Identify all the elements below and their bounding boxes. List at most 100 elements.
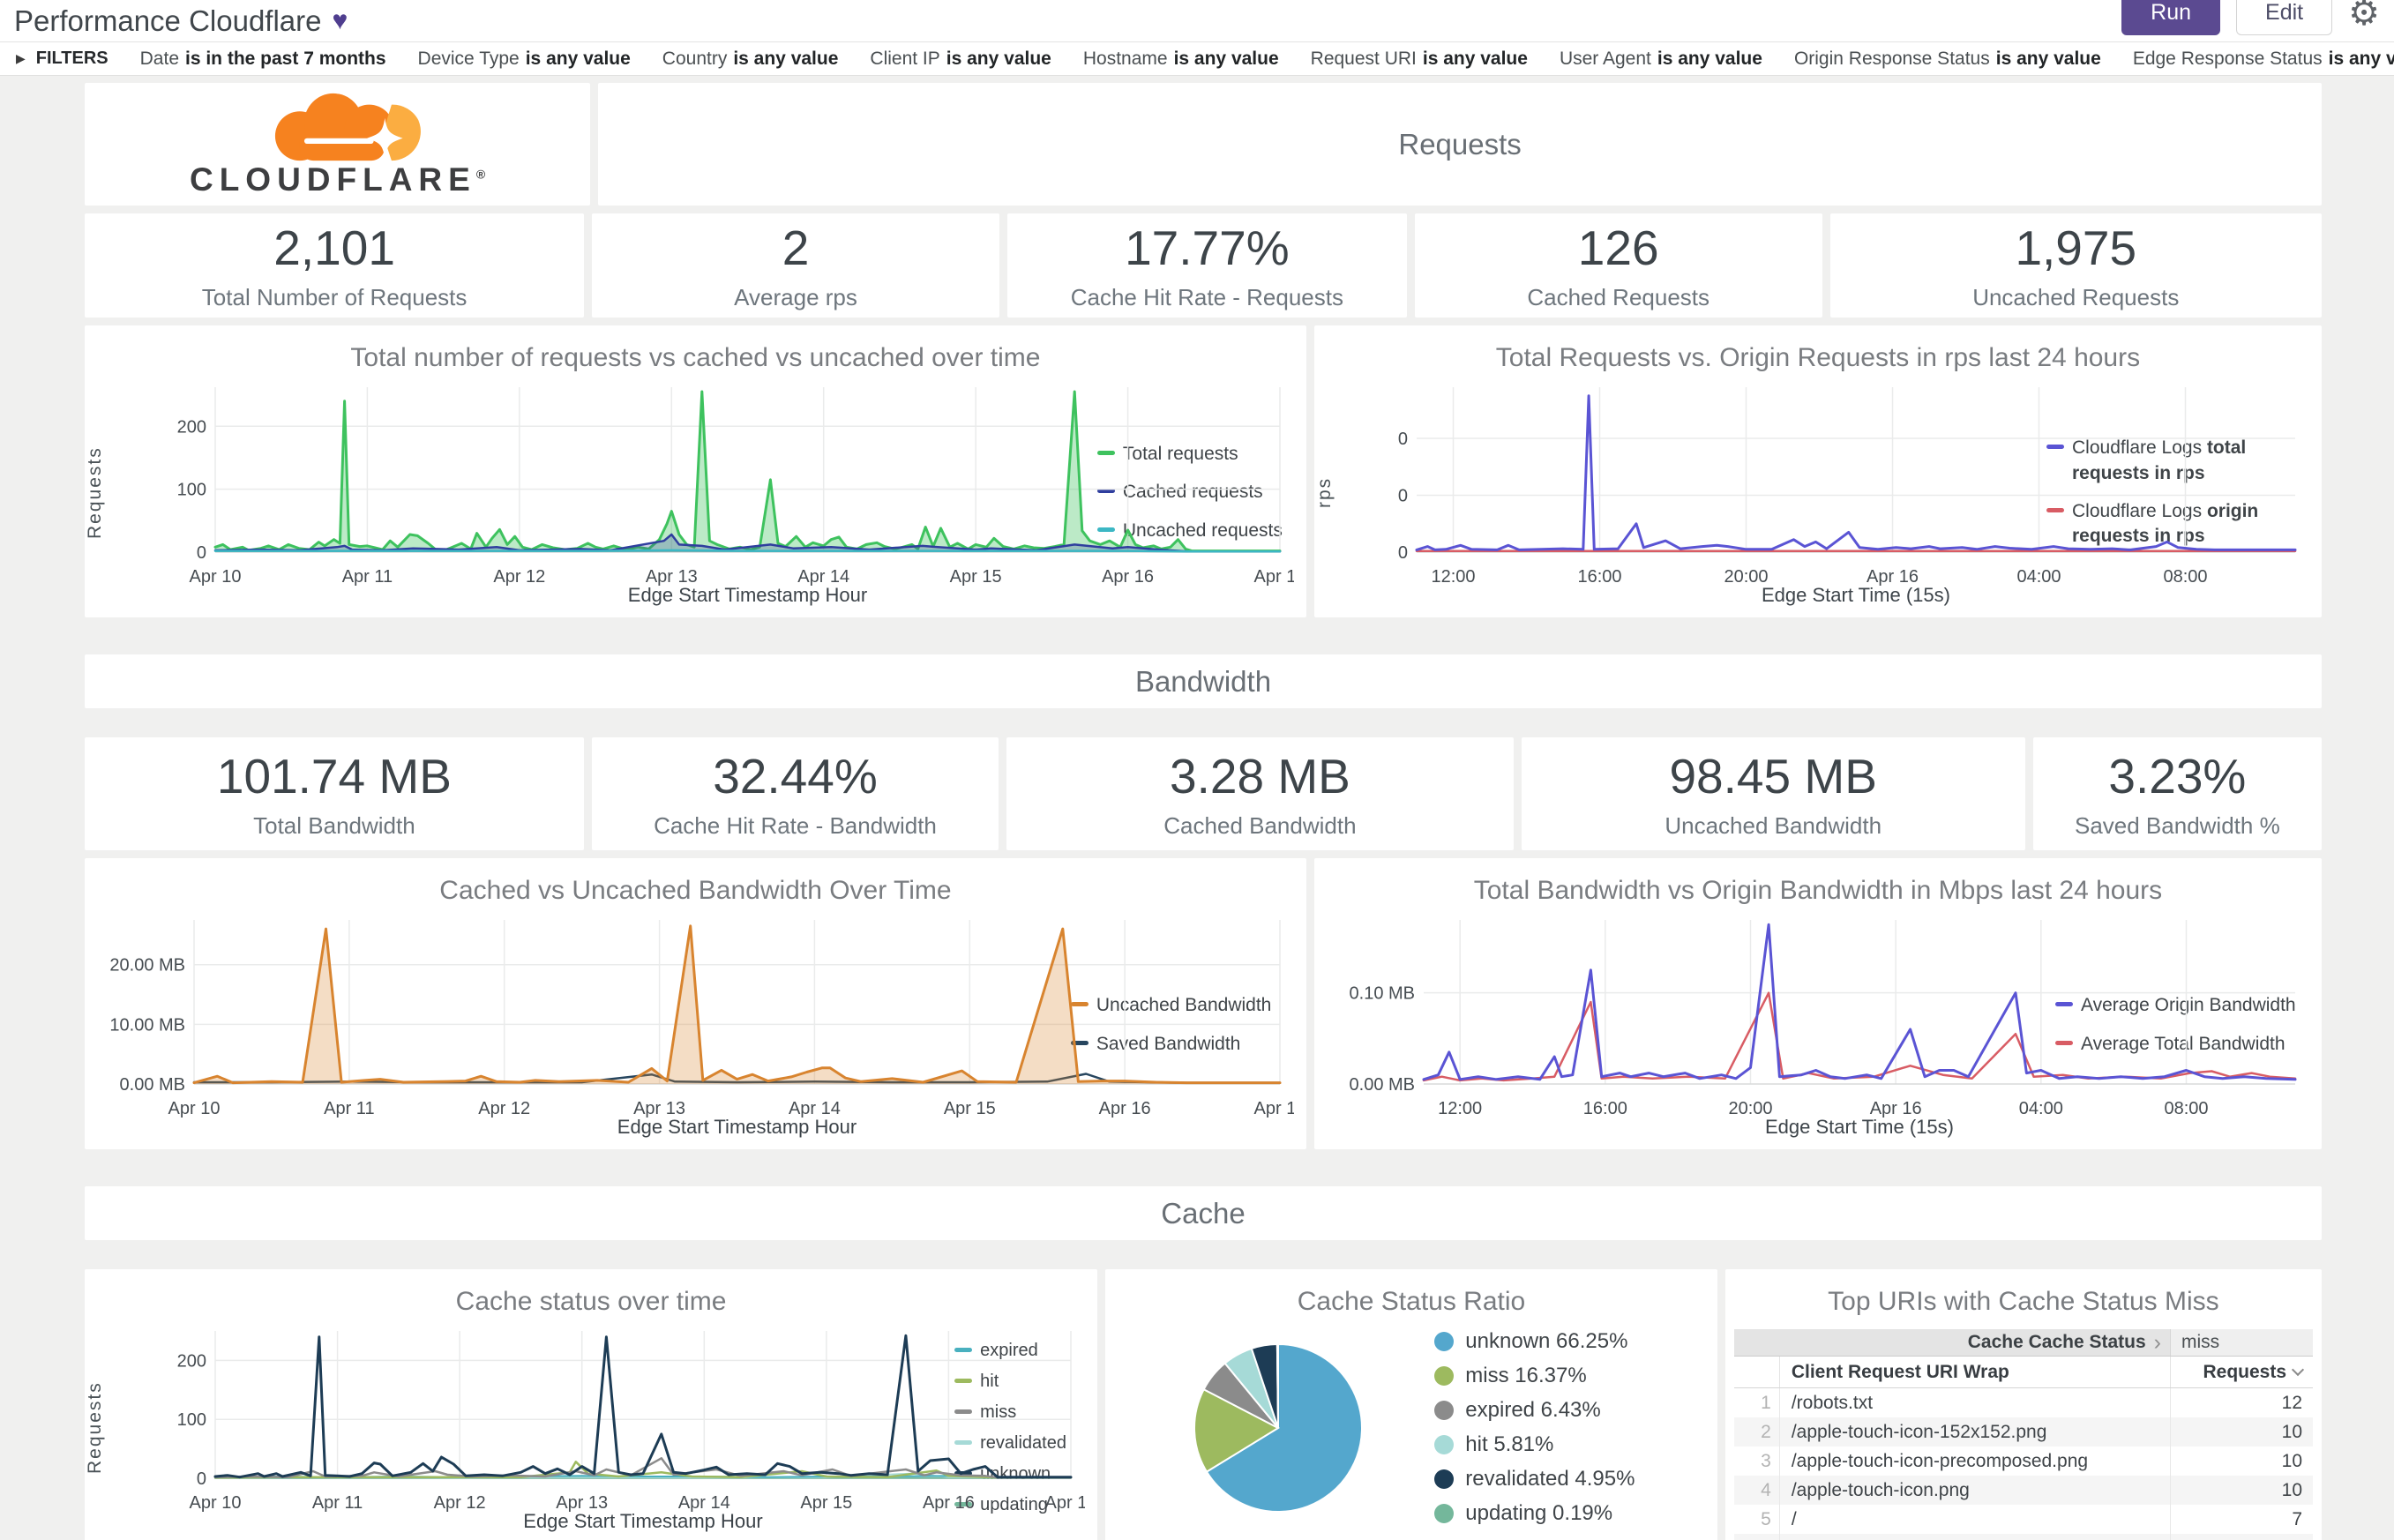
stat-cache-hit-rate-requests: 17.77% Cache Hit Rate - Requests — [1006, 213, 1407, 318]
stat-total-requests: 2,101 Total Number of Requests — [85, 213, 585, 318]
legend-item[interactable]: revalidated — [954, 1432, 1085, 1455]
chart-cache-status-ratio: Cache Status Ratio unknown 66.25% miss 16… — [1105, 1269, 1717, 1540]
legend-swatch — [1096, 450, 1115, 455]
stat-saved-bandwidth-pct: 3.23% Saved Bandwidth % — [2032, 737, 2322, 850]
requests-column-header[interactable]: Requests — [2170, 1357, 2313, 1387]
svg-text:Apr 10: Apr 10 — [168, 1099, 221, 1118]
pie-legend-item[interactable]: unknown 66.25% — [1434, 1329, 1702, 1354]
legend-item[interactable]: Cloudflare Logs total requests in rps — [2046, 436, 2309, 486]
pie-legend-item[interactable]: hit 5.81% — [1434, 1432, 1702, 1457]
legend-item[interactable]: Average Origin Bandwidth — [2055, 993, 2309, 1018]
legend-item[interactable]: hit — [954, 1370, 1085, 1394]
svg-text:Apr 13: Apr 13 — [556, 1493, 608, 1513]
filter-bar: ▶ FILTERS Date is in the past 7 months De… — [0, 42, 2394, 76]
chart-legend: Total requests Cached requests Uncached re… — [1096, 375, 1296, 610]
stat-cached-requests: 126 Cached Requests — [1414, 213, 1822, 318]
svg-text:Apr 12: Apr 12 — [434, 1493, 486, 1513]
filter-request-uri[interactable]: Request URI is any value — [1310, 48, 1528, 69]
filters-toggle[interactable]: ▶ FILTERS — [16, 49, 108, 69]
svg-text:Apr 12: Apr 12 — [478, 1099, 530, 1118]
legend-dot — [1434, 1332, 1455, 1351]
gear-icon[interactable]: ⚙ — [2348, 0, 2380, 33]
legend-item[interactable]: Average Total Bandwidth — [2055, 1032, 2309, 1057]
stat-value: 2,101 — [273, 221, 395, 275]
legend-item[interactable]: Uncached requests — [1096, 519, 1294, 543]
filter-country[interactable]: Country is any value — [662, 48, 839, 69]
svg-text:04:00: 04:00 — [2019, 1099, 2063, 1118]
svg-text:0: 0 — [197, 1469, 206, 1489]
stat-label: Cached Bandwidth — [1163, 812, 1357, 839]
legend-item[interactable]: Total requests — [1096, 442, 1294, 467]
pie-legend-item[interactable]: miss 16.37% — [1434, 1364, 1702, 1388]
stat-label: Uncached Requests — [1972, 284, 2180, 310]
stat-value: 1,975 — [2015, 221, 2137, 275]
table-row[interactable]: 3/apple-touch-icon-precomposed.png 10 — [1734, 1447, 2313, 1476]
stat-value: 2 — [782, 221, 810, 275]
legend-swatch — [954, 1439, 973, 1445]
filter-hostname[interactable]: Hostname is any value — [1082, 48, 1279, 69]
legend-item[interactable]: Uncached Bandwidth — [1070, 993, 1294, 1018]
pie-legend-item[interactable]: expired 6.43% — [1434, 1398, 1702, 1423]
stat-value: 17.77% — [1125, 221, 1290, 275]
legend-item[interactable]: Saved Bandwidth — [1070, 1032, 1294, 1057]
svg-text:Apr 15: Apr 15 — [950, 567, 1002, 587]
table-row[interactable]: 6/index.php/contact/7 — [1733, 1534, 2313, 1540]
stat-cached-bandwidth: 3.28 MB Cached Bandwidth — [1006, 737, 1514, 850]
legend-swatch — [2055, 1002, 2073, 1007]
legend-swatch — [1070, 1040, 1089, 1045]
table-row[interactable]: 2/apple-touch-icon-152x152.png 10 — [1733, 1417, 2313, 1447]
filter-device-type[interactable]: Device Type is any value — [417, 48, 631, 69]
table-row[interactable]: 1/robots.txt 12 — [1734, 1388, 2313, 1417]
pie-legend-item[interactable]: revalidated 4.95% — [1434, 1467, 1702, 1491]
svg-text:08:00: 08:00 — [2163, 567, 2207, 587]
stat-value: 101.74 MB — [216, 749, 452, 804]
plot-area[interactable]: 0.00 MB 10.00 MB 20.00 MB Apr 10 Apr 11 Apr 1… — [95, 908, 1294, 1142]
svg-text:Apr 16: Apr 16 — [1870, 1099, 1922, 1118]
pie-slice-miss — [1193, 1387, 1280, 1473]
pie-plot[interactable] — [1121, 1342, 1434, 1514]
legend-item[interactable]: Cloudflare Logs origin requests in rps — [2046, 499, 2309, 549]
stat-value: 126 — [1577, 221, 1659, 275]
svg-text:20.00 MB: 20.00 MB — [109, 956, 185, 976]
y-axis-label: Requests — [85, 1381, 105, 1474]
table-row[interactable]: 5/7 — [1734, 1505, 2313, 1534]
plot-area[interactable]: 0 100 200 Apr 10 Apr 11 Apr 12 Apr 13 Apr 14 Apr… — [146, 1319, 1085, 1536]
plot-area[interactable]: 0 100 200 Apr 10 Apr 11 Apr 12 Apr 13 Apr 14 Apr… — [146, 375, 1294, 610]
legend-swatch — [2046, 445, 2064, 450]
chart-title: Total Requests vs. Origin Requests in rp… — [1495, 343, 2141, 372]
top-bar-actions: Run Edit ⚙ — [2121, 0, 2380, 35]
table-title: Top URIs with Cache Status Miss — [1828, 1287, 2219, 1316]
edit-button[interactable]: Edit — [2236, 0, 2333, 35]
table-row[interactable]: 4/apple-touch-icon.png 10 — [1733, 1476, 2313, 1505]
table-top-uris-cache-miss: Top URIs with Cache Status Miss Cache Ca… — [1724, 1269, 2322, 1540]
plot-area[interactable]: 0 0 0 12:00 16:00 20:00 Apr 16 04:00 08:00 Edge S… — [1376, 375, 2297, 610]
uri-column-header[interactable]: Client Request URI Wrap — [1791, 1361, 2009, 1382]
run-button[interactable]: Run — [2121, 0, 2221, 35]
pivot-field-cell[interactable]: Cache Cache Status › — [1733, 1329, 2170, 1356]
pie-legend-item[interactable]: updating 0.19% — [1434, 1501, 1702, 1526]
filter-client-ip[interactable]: Client IP is any value — [870, 48, 1051, 69]
filter-date[interactable]: Date is in the past 7 months — [139, 48, 386, 69]
svg-text:Apr 17: Apr 17 — [1045, 1493, 1085, 1513]
filter-origin-response-status[interactable]: Origin Response Status is any value — [1793, 48, 2101, 69]
svg-text:12:00: 12:00 — [1438, 1099, 1482, 1118]
svg-text:Apr 13: Apr 13 — [633, 1099, 685, 1118]
svg-text:200: 200 — [177, 1351, 206, 1371]
stat-label: Cache Hit Rate - Requests — [1070, 284, 1343, 310]
filter-user-agent[interactable]: User Agent is any value — [1559, 48, 1762, 69]
plot-area[interactable]: 0.00 MB 0.10 MB 12:00 16:00 20:00 Apr 16 04:00… — [1325, 908, 2297, 1142]
dashboard-body: CLOUDFLARE® Requests 2,101 Total Number … — [0, 76, 2394, 1540]
svg-text:20:00: 20:00 — [1724, 567, 1768, 587]
legend-item[interactable]: miss — [954, 1401, 1085, 1424]
legend-item[interactable]: Cached requests — [1096, 480, 1294, 505]
table-pivot-row: Cache Cache Status › miss — [1733, 1329, 2313, 1357]
stat-value: 3.23% — [2108, 749, 2247, 804]
legend-item[interactable]: expired — [954, 1339, 1085, 1363]
page-title: Performance Cloudflare — [14, 4, 322, 37]
legend-swatch — [954, 1501, 973, 1506]
svg-text:0: 0 — [1398, 487, 1408, 506]
legend-item[interactable]: updating — [954, 1493, 1085, 1517]
svg-text:0: 0 — [197, 543, 206, 563]
chart-rps-last-24h: Total Requests vs. Origin Requests in rp… — [1313, 325, 2322, 617]
